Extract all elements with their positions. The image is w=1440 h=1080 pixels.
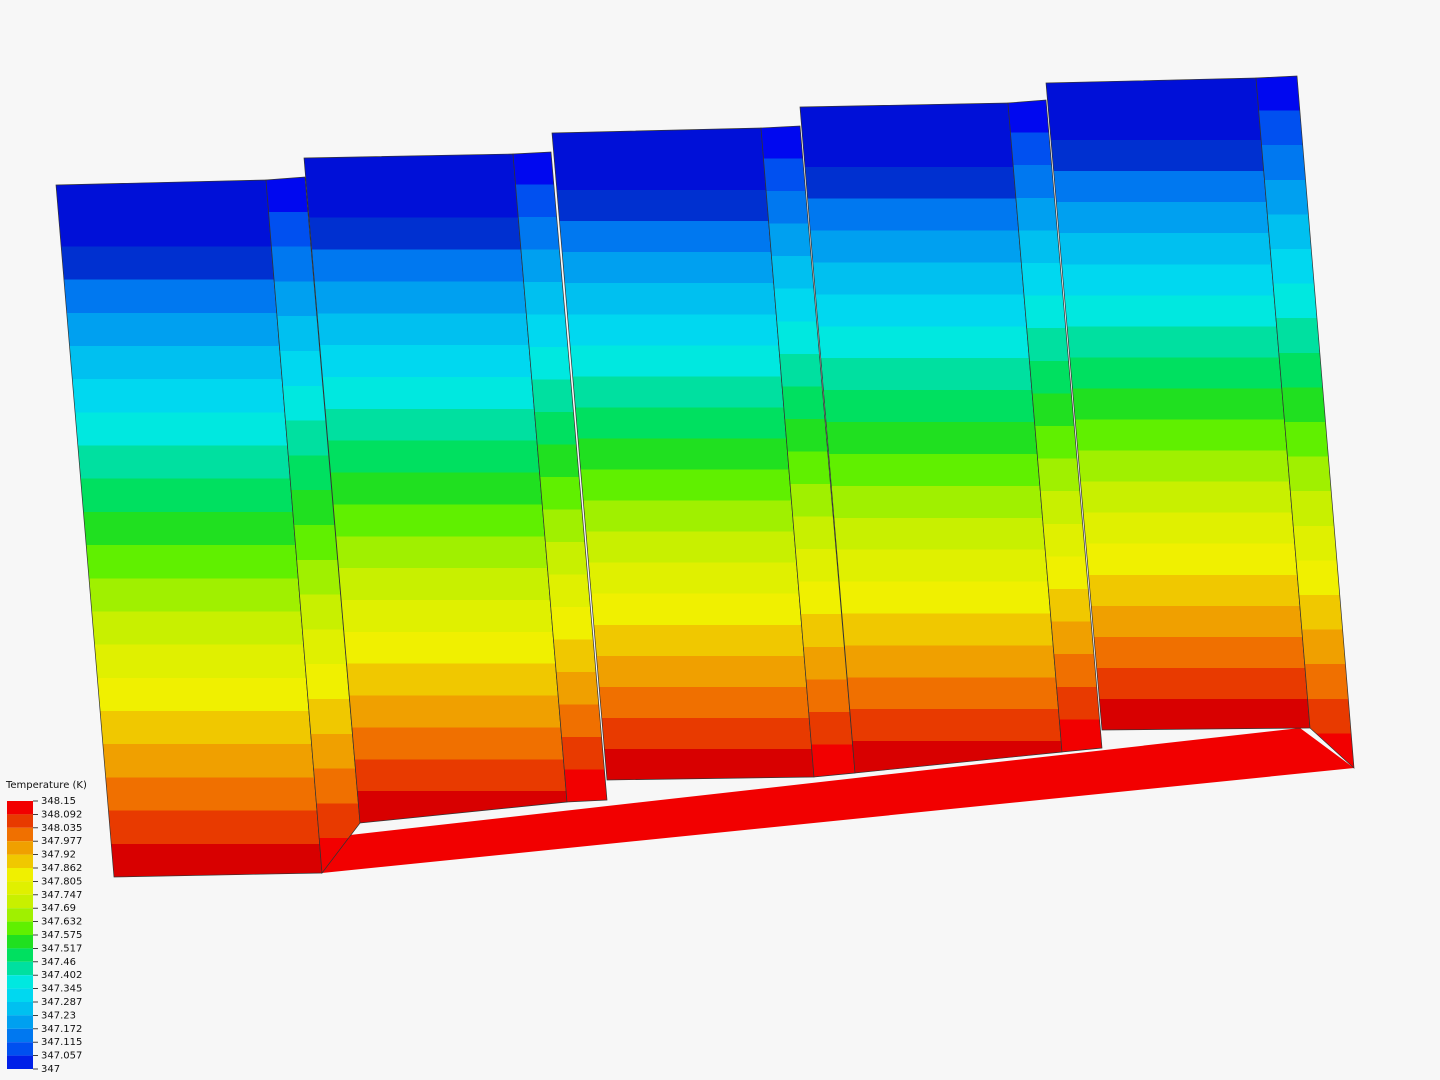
- legend-label: 347.575: [41, 930, 82, 941]
- legend-title: Temperature (K): [5, 780, 87, 791]
- legend-label: 347.345: [41, 984, 82, 995]
- legend-swatch: [7, 801, 33, 815]
- legend-swatch: [7, 1042, 33, 1056]
- fin-side: [1255, 75, 1355, 769]
- legend-label: 348.092: [41, 809, 82, 820]
- legend-swatch: [7, 854, 33, 868]
- legend-swatch: [7, 1002, 33, 1016]
- legend-swatch: [7, 1055, 33, 1069]
- legend-swatch: [7, 988, 33, 1002]
- legend-label: 347.977: [41, 836, 82, 847]
- legend-label: 347.287: [41, 997, 82, 1008]
- legend-swatch: [7, 921, 33, 935]
- legend-label: 347.172: [41, 1024, 82, 1035]
- legend-label: 348.15: [41, 796, 76, 807]
- legend-swatch: [7, 868, 33, 882]
- legend-swatch: [7, 975, 33, 989]
- legend-label: 347.747: [41, 890, 82, 901]
- legend-label: 347.862: [41, 863, 82, 874]
- legend-label: 347.402: [41, 970, 82, 981]
- legend-swatch: [7, 1015, 33, 1029]
- fin-side: [512, 151, 608, 803]
- legend-label: 348.035: [41, 823, 82, 834]
- legend-swatch: [7, 961, 33, 976]
- legend-label: 347.92: [41, 850, 76, 861]
- legend-swatch: [7, 1028, 33, 1043]
- legend-swatch: [7, 827, 33, 842]
- legend-label: 347.632: [41, 917, 82, 928]
- legend-label: 347.805: [41, 876, 82, 887]
- fin-side: [1007, 99, 1103, 753]
- legend-label: 347.115: [41, 1037, 82, 1048]
- legend: Temperature (K) 348.15 348.092 348.035 347.…: [5, 780, 87, 1075]
- legend-swatch: [7, 881, 33, 895]
- legend-label: 347.69: [41, 903, 76, 914]
- legend-swatch: [7, 908, 33, 922]
- legend-swatch: [7, 935, 33, 949]
- legend-label: 347.23: [41, 1010, 76, 1021]
- legend-label: 347: [41, 1064, 60, 1075]
- legend-label: 347.517: [41, 943, 82, 954]
- model: [55, 75, 1355, 878]
- legend-label: 347.46: [41, 957, 76, 968]
- legend-swatch: [7, 814, 33, 828]
- legend-swatch: [7, 894, 33, 909]
- legend-swatch: [7, 948, 33, 962]
- legend-swatch: [7, 841, 33, 855]
- legend-label: 347.057: [41, 1051, 82, 1062]
- base: [322, 728, 1354, 873]
